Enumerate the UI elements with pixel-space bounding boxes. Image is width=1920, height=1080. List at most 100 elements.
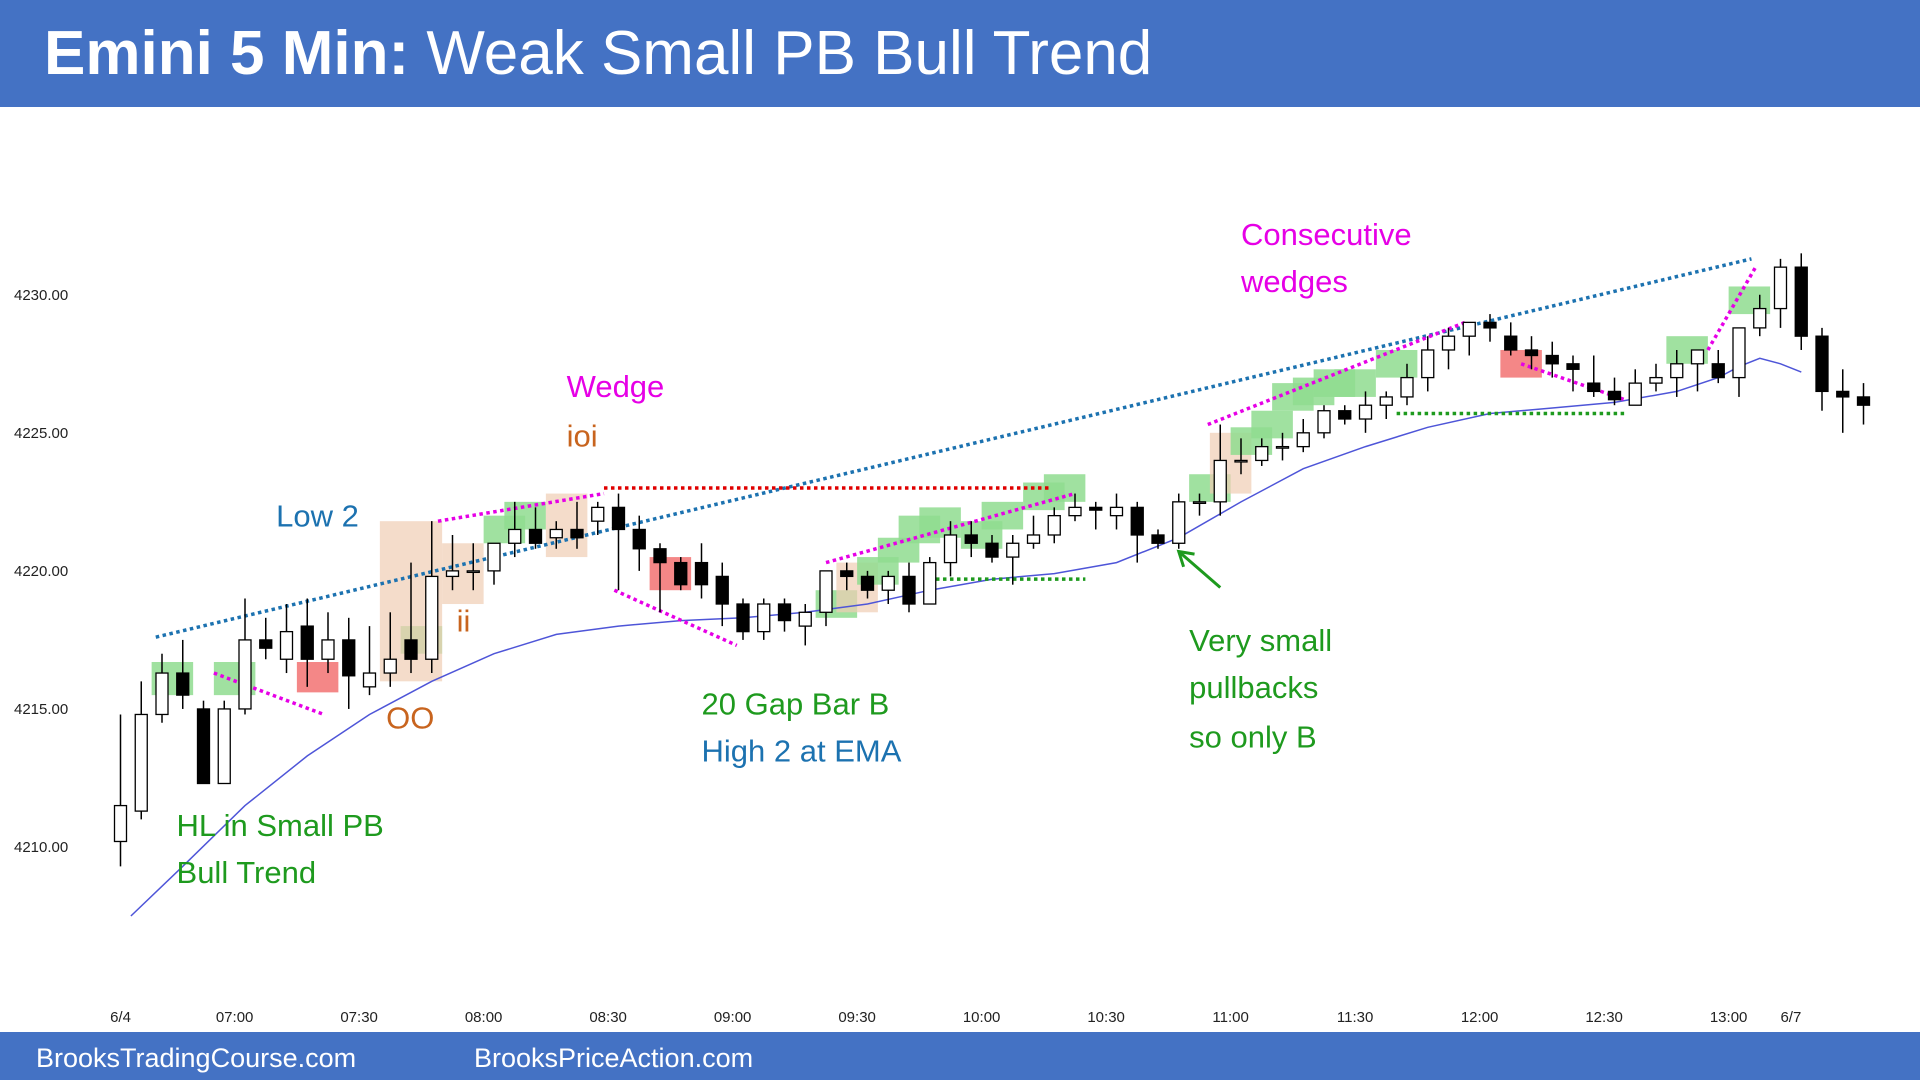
bull-candle <box>279 630 294 660</box>
bull-candle <box>1441 335 1456 351</box>
annotation-text: 20 Gap Bar B <box>702 686 890 721</box>
bear-candle <box>736 603 750 633</box>
x-tick-label: 07:00 <box>216 1009 254 1026</box>
magenta-dotted-line <box>613 588 738 648</box>
highlight-box-bull <box>981 501 1024 530</box>
annotation-text: HL in Small PB <box>177 808 384 843</box>
bear-candle <box>1836 390 1850 398</box>
bull-candle <box>1400 376 1414 398</box>
bull-candle <box>238 639 252 710</box>
annotation-text: ioi <box>567 419 598 454</box>
bear-candle <box>528 528 543 544</box>
y-tick-label: 4230.00 <box>14 287 68 304</box>
bull-candle <box>1275 445 1290 449</box>
candles <box>113 253 1871 867</box>
bear-candle <box>1607 390 1622 401</box>
magenta-dotted-line <box>1706 266 1758 351</box>
bull-candle <box>1670 363 1684 379</box>
bear-candle <box>1524 349 1539 357</box>
bull-candle <box>1358 404 1373 420</box>
y-tick-label: 4215.00 <box>14 701 68 718</box>
bear-candle <box>1504 335 1518 351</box>
bear-candle <box>1151 534 1165 544</box>
annotation-text: Low 2 <box>276 499 359 534</box>
bull-candle <box>943 534 958 564</box>
annotation-text: wedges <box>1240 264 1348 299</box>
footer-right-text: BrooksPriceAction.com <box>474 1043 754 1073</box>
annotation-text: Consecutive <box>1241 217 1412 252</box>
bear-candle <box>1566 363 1580 370</box>
x-tick-label: 6/7 <box>1780 1009 1801 1026</box>
bull-candle <box>757 603 771 633</box>
annotation-text: High 2 at EMA <box>702 733 902 768</box>
y-tick-label: 4220.00 <box>14 563 68 580</box>
bull-candle <box>1026 534 1041 544</box>
annotation-text: Bull Trend <box>177 855 317 890</box>
annotation-text: Very small <box>1189 623 1332 658</box>
bull-candle <box>1213 459 1227 503</box>
bull-candle <box>549 528 563 539</box>
bear-candle <box>1130 506 1144 536</box>
bull-candle <box>819 570 833 613</box>
header-bar: Emini 5 Min: Weak Small PB Bull Trend <box>0 0 1920 107</box>
x-tick-label: 08:00 <box>465 1009 503 1026</box>
annotation-text: ii <box>457 604 471 639</box>
x-tick-label: 10:00 <box>963 1009 1001 1026</box>
x-tick-label: 11:30 <box>1337 1009 1373 1026</box>
bull-candle <box>881 575 895 591</box>
bear-candle <box>1089 506 1103 511</box>
bear-candle <box>1483 321 1497 329</box>
bull-candle <box>1296 432 1310 448</box>
highlight-box-bull <box>504 501 546 530</box>
x-tick-label: 12:30 <box>1585 1009 1623 1026</box>
y-tick-label: 4210.00 <box>14 839 68 856</box>
title-bold: Emini 5 Min: <box>44 19 410 88</box>
bull-candle <box>445 570 460 578</box>
bull-candle <box>1006 542 1020 558</box>
bull-candle <box>1773 266 1788 310</box>
bull-candle <box>113 804 128 843</box>
bear-candle <box>176 672 190 696</box>
bull-candle <box>383 658 397 674</box>
annotation-text: so only B <box>1189 720 1317 755</box>
bear-candle <box>1794 266 1808 337</box>
bull-candle <box>1192 501 1207 505</box>
arrow-shaft <box>1177 550 1222 589</box>
annotation-text: OO <box>386 700 434 735</box>
bear-candle <box>985 542 999 558</box>
bear-candle <box>840 570 854 578</box>
bear-candle <box>632 528 646 550</box>
bull-candle <box>1255 445 1269 462</box>
highlight-box-bear <box>296 662 339 693</box>
x-tick-label: 11:00 <box>1212 1009 1248 1026</box>
bear-candle <box>964 534 978 544</box>
bear-candle <box>674 561 688 586</box>
bull-candle <box>1421 349 1435 379</box>
trend-dotted-line <box>155 257 1752 639</box>
bull-candle <box>591 506 605 522</box>
annotation-text: pullbacks <box>1189 670 1318 705</box>
bear-candle <box>196 708 211 785</box>
magenta-dotted-line <box>437 491 605 523</box>
bull-candle <box>1690 349 1705 365</box>
bull-candle <box>487 542 501 572</box>
bear-candle <box>1338 410 1352 420</box>
bull-candle <box>798 611 812 627</box>
x-tick-label: 6/4 <box>110 1009 131 1026</box>
footer-bar: BrooksTradingCourse.com BrooksPriceActio… <box>0 1032 1920 1080</box>
bear-candle <box>860 575 875 591</box>
bear-candle <box>611 506 626 531</box>
annotation-texts: Wedge ioi Low 2 ii OO HL in Small PB Bull Tren… <box>177 217 1412 890</box>
bear-candle <box>570 528 584 539</box>
bull-candle <box>1068 506 1082 517</box>
bull-candle <box>362 672 377 688</box>
x-tick-label: 08:30 <box>589 1009 627 1026</box>
arrow-head <box>1176 549 1195 568</box>
highlight-box-bull <box>1251 410 1293 439</box>
x-tick-label: 07:30 <box>340 1009 378 1026</box>
bull-candle <box>321 639 335 660</box>
bear-candle <box>1545 354 1559 365</box>
bull-candle <box>155 672 169 716</box>
x-tick-label: 09:00 <box>714 1009 752 1026</box>
bull-candle <box>1628 382 1642 406</box>
